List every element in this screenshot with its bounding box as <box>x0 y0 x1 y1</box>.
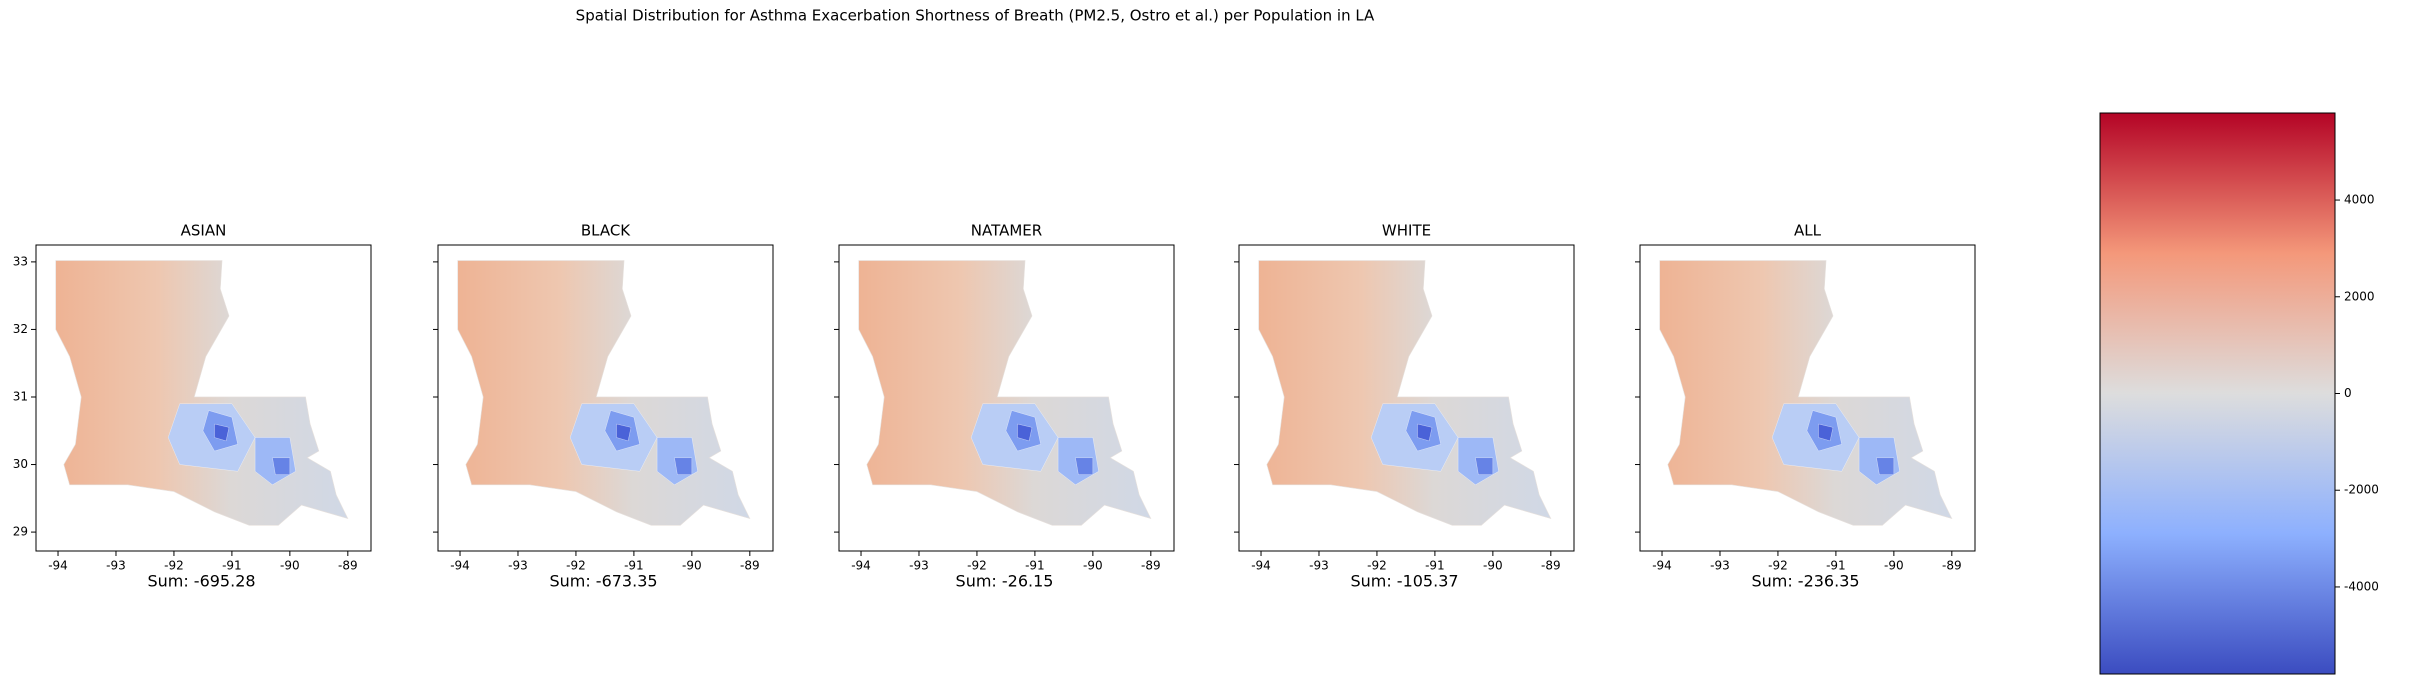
axes-frame <box>1639 244 1976 552</box>
sum-annotation: Sum: -105.37 <box>1350 572 1458 591</box>
x-tick-label: -94 <box>48 559 68 573</box>
x-tick-label: -90 <box>682 559 702 573</box>
x-tick-label: -92 <box>566 559 586 573</box>
x-tick-label: -91 <box>222 559 242 573</box>
panel-title: WHITE <box>1382 222 1431 240</box>
parish-region <box>1017 423 1033 442</box>
parish-region <box>272 457 291 475</box>
x-tick-label: -93 <box>1309 559 1329 573</box>
parish-region <box>616 423 632 442</box>
x-tick-label: -92 <box>164 559 184 573</box>
x-tick-label: -92 <box>967 559 987 573</box>
state-shape <box>457 260 751 526</box>
x-tick-label: -89 <box>740 559 760 573</box>
x-tick-label: -90 <box>1483 559 1503 573</box>
y-tick-label: 29 <box>13 525 28 539</box>
x-tick-label: -91 <box>1826 559 1846 573</box>
x-tick-label: -91 <box>1425 559 1445 573</box>
x-tick-label: -89 <box>1541 559 1561 573</box>
parish-region <box>1075 457 1094 475</box>
panel-title: ASIAN <box>181 222 227 240</box>
panel-title: BLACK <box>581 222 631 240</box>
parish-region <box>1876 457 1895 475</box>
parish-region <box>1475 457 1494 475</box>
panel-title: NATAMER <box>971 222 1042 240</box>
x-tick-label: -94 <box>1652 559 1672 573</box>
x-tick-label: -94 <box>450 559 470 573</box>
parish-region <box>1417 423 1433 442</box>
parish-region <box>214 423 230 442</box>
y-tick-label: 30 <box>13 457 28 471</box>
axes-frame <box>437 244 774 552</box>
sum-annotation: Sum: -695.28 <box>147 572 255 591</box>
y-tick-label: 32 <box>13 322 28 336</box>
parish-region <box>674 457 693 475</box>
x-tick-label: -90 <box>280 559 300 573</box>
y-tick-label: 33 <box>13 254 28 268</box>
panel-title: ALL <box>1794 222 1822 240</box>
figure-title: Spatial Distribution for Asthma Exacerba… <box>576 7 1375 25</box>
x-tick-label: -93 <box>508 559 528 573</box>
colorbar-tick-label: 4000 <box>2344 193 2375 207</box>
x-tick-label: -93 <box>1710 559 1730 573</box>
state-shape <box>1258 260 1552 526</box>
x-tick-label: -92 <box>1768 559 1788 573</box>
axes-frame <box>35 244 372 552</box>
sum-annotation: Sum: -26.15 <box>956 572 1054 591</box>
x-tick-label: -89 <box>1942 559 1962 573</box>
y-tick-label: 31 <box>13 389 28 403</box>
state-shape <box>1659 260 1953 526</box>
colorbar-tick-label: -4000 <box>2344 579 2379 593</box>
colorbar-tick-label: -2000 <box>2344 483 2379 497</box>
parish-region <box>1818 423 1834 442</box>
state-shape <box>55 260 349 526</box>
sum-annotation: Sum: -236.35 <box>1751 572 1859 591</box>
x-tick-label: -89 <box>1141 559 1161 573</box>
x-tick-label: -89 <box>338 559 358 573</box>
x-tick-label: -91 <box>624 559 644 573</box>
x-tick-label: -90 <box>1083 559 1103 573</box>
colorbar <box>2099 112 2336 675</box>
x-tick-label: -94 <box>851 559 871 573</box>
colorbar-tick-label: 0 <box>2344 386 2352 400</box>
x-tick-label: -92 <box>1367 559 1387 573</box>
x-tick-label: -93 <box>909 559 929 573</box>
x-tick-label: -93 <box>106 559 126 573</box>
x-tick-label: -90 <box>1884 559 1904 573</box>
x-tick-label: -91 <box>1025 559 1045 573</box>
axes-frame <box>838 244 1175 552</box>
colorbar-tick-label: 2000 <box>2344 289 2375 303</box>
x-tick-label: -94 <box>1251 559 1271 573</box>
state-shape <box>858 260 1152 526</box>
sum-annotation: Sum: -673.35 <box>549 572 657 591</box>
axes-frame <box>1238 244 1575 552</box>
